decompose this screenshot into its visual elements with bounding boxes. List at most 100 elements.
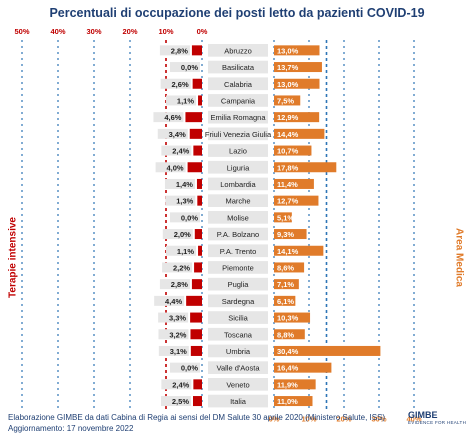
ti-value-label: 1,1% (177, 96, 194, 105)
ti-label-box (170, 212, 200, 223)
left-axis-tick: 30% (86, 27, 101, 36)
am-bar (274, 262, 305, 273)
chart-row: Emilia Romagna 4,6% 12,9% (153, 110, 320, 124)
logo-name: GIMBE (408, 410, 438, 420)
ti-bar (196, 178, 202, 189)
am-value-label: 11,4% (277, 180, 298, 189)
am-bar (274, 396, 313, 407)
ti-value-label: 3,2% (169, 330, 186, 339)
am-bar (274, 279, 299, 290)
chart-title: Percentuali di occupazione dei posti let… (49, 6, 425, 20)
right-axis-tick: 20% (336, 414, 351, 423)
category-label: P.A. Trento (220, 247, 257, 256)
footer-update: Aggiornamento: 17 novembre 2022 (8, 424, 134, 433)
chart-row: P.A. Bolzano 2,0% 9,3% (162, 227, 307, 241)
am-value-label: 14,1% (277, 247, 299, 256)
category-label: Sicilia (228, 314, 248, 323)
category-label: Emilia Romagna (210, 113, 266, 122)
am-value-label: 11,9% (277, 380, 298, 389)
category-label: Calabria (224, 80, 253, 89)
am-bar (274, 329, 305, 340)
chart-row: Veneto 2,4% 11,9% (161, 378, 316, 391)
am-value-label: 9,3% (277, 230, 294, 239)
am-bar (274, 345, 381, 356)
ti-bar (189, 128, 202, 139)
ti-value-label: 2,8% (171, 280, 188, 289)
am-bar (274, 62, 322, 73)
am-value-label: 30,4% (277, 347, 299, 356)
ti-value-label: 2,5% (172, 397, 189, 406)
footer: Elaborazione GIMBE da dati Cabina di Reg… (8, 412, 385, 434)
right-axis-tick: 0% (269, 414, 280, 423)
ti-label-box (170, 362, 200, 373)
ti-label-box (154, 295, 185, 306)
am-bar (274, 312, 311, 323)
ti-value-label: 0,0% (181, 213, 198, 222)
am-bar (274, 195, 319, 206)
am-bar (274, 128, 325, 139)
ti-value-label: 4,6% (164, 113, 181, 122)
category-label: Umbria (226, 347, 251, 356)
chart-row: Valle d'Aosta 0,0% 16,4% (170, 361, 332, 374)
category-label: Lazio (229, 147, 247, 156)
category-label: Liguria (227, 163, 250, 172)
ti-bar (192, 78, 202, 89)
category-band (208, 44, 268, 57)
category-band (208, 127, 268, 141)
ti-value-label: 2,4% (172, 147, 189, 156)
ti-label-box (159, 45, 190, 56)
am-value-label: 5,1% (277, 213, 294, 222)
chart-row: Umbria 3,1% 30,4% (158, 344, 381, 358)
left-axis-title: Terapie intensive (7, 217, 19, 298)
ti-bar (198, 245, 202, 256)
ti-label-box (160, 78, 191, 89)
chart-row: Molise 0,0% 5,1% (170, 211, 294, 224)
category-label: Toscana (224, 330, 253, 339)
category-label: Campania (221, 96, 256, 105)
chart-row: Campania 1,1% 7,5% (166, 94, 301, 107)
category-band (208, 361, 268, 374)
ti-label-box (161, 379, 192, 390)
chart-row: Calabria 2,6% 13,0% (160, 77, 320, 91)
ti-label-box (157, 128, 188, 139)
category-band (208, 144, 268, 157)
ti-value-label: 1,4% (176, 180, 193, 189)
category-label: Puglia (228, 280, 250, 289)
category-band (208, 378, 268, 391)
ti-label-box (170, 62, 200, 73)
ti-bar (194, 262, 202, 273)
category-band (208, 294, 268, 308)
ti-label-box (164, 178, 195, 189)
category-band (208, 77, 268, 91)
ti-value-label: 3,1% (170, 347, 187, 356)
am-value-label: 12,9% (277, 113, 299, 122)
chart-row: Marche 1,3% 12,7% (165, 194, 319, 207)
right-axis-title: Area Medica (453, 228, 465, 287)
category-label: Lombardia (220, 180, 256, 189)
ti-bar (190, 312, 202, 323)
left-axis-tick: 10% (158, 27, 173, 36)
ti-value-label: 0,0% (181, 364, 198, 373)
logo-tagline: EVIDENCE FOR HEALTH (408, 420, 467, 425)
ti-value-label: 1,3% (176, 197, 193, 206)
ti-bar (187, 162, 202, 173)
am-bar (274, 245, 324, 256)
category-label: Molise (227, 213, 249, 222)
ti-value-label: 1,1% (177, 247, 194, 256)
ti-label-box (158, 312, 189, 323)
ti-value-label: 3,3% (169, 314, 186, 323)
category-band (208, 60, 268, 74)
ti-bar (185, 112, 202, 123)
ti-label-box (162, 229, 193, 240)
am-bar (274, 229, 307, 240)
category-label: Piemonte (222, 263, 254, 272)
am-value-label: 10,3% (277, 314, 299, 323)
ti-label-box (162, 262, 193, 273)
ti-value-label: 2,4% (172, 380, 189, 389)
category-band (208, 344, 268, 358)
am-bar (274, 112, 320, 123)
category-band (208, 177, 268, 191)
ti-bar (190, 345, 202, 356)
am-value-label: 7,5% (277, 96, 294, 105)
chart-row: Liguria 4,0% 17,8% (155, 160, 337, 174)
